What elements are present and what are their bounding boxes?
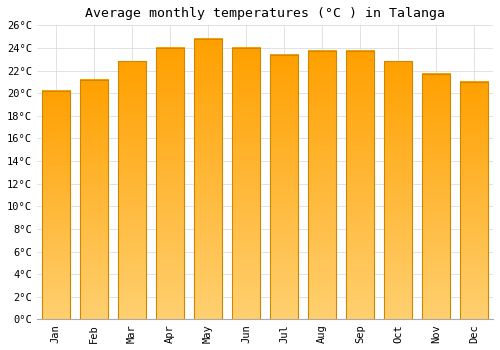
Bar xyxy=(270,55,298,320)
Bar xyxy=(42,91,70,320)
Bar xyxy=(194,39,222,320)
Bar xyxy=(232,48,260,320)
Title: Average monthly temperatures (°C ) in Talanga: Average monthly temperatures (°C ) in Ta… xyxy=(85,7,445,20)
Bar xyxy=(384,62,412,320)
Bar xyxy=(156,48,184,320)
Bar xyxy=(346,51,374,320)
Bar xyxy=(118,62,146,320)
Bar xyxy=(80,79,108,320)
Bar xyxy=(308,51,336,320)
Bar xyxy=(460,82,488,320)
Bar xyxy=(422,74,450,320)
